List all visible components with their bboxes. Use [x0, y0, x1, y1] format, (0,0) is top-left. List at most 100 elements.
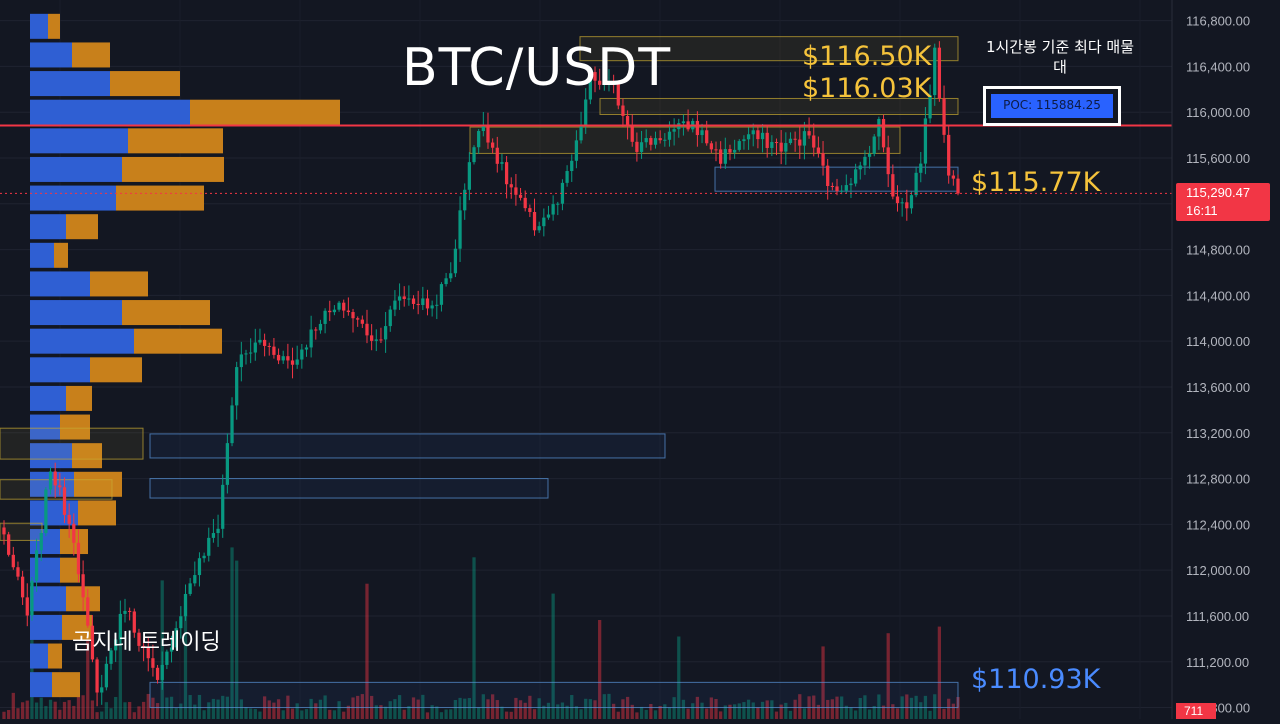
volume-bar	[719, 711, 723, 719]
candle-body	[574, 140, 579, 161]
candle-body	[421, 298, 425, 306]
volume-bar	[867, 709, 872, 719]
candle-body	[886, 147, 890, 175]
profile-bar-buy	[30, 529, 60, 555]
volume-bar	[849, 707, 853, 719]
candle-body	[351, 312, 355, 319]
volume-bar	[546, 702, 551, 719]
candle-body	[90, 625, 95, 660]
volume-bar	[886, 633, 890, 719]
volume-bar	[295, 703, 299, 719]
candle-body	[588, 72, 592, 100]
volume-bar	[877, 694, 881, 719]
candle-body	[705, 130, 709, 144]
candle-body	[100, 687, 104, 693]
volume-bar	[95, 712, 99, 719]
candle-body	[812, 135, 816, 148]
candle-body	[895, 196, 900, 204]
volume-bar	[691, 703, 695, 719]
candle-body	[630, 126, 634, 142]
candle-body	[672, 129, 676, 132]
volume-bar	[360, 694, 364, 719]
volume-bar	[737, 703, 741, 719]
volume-bar	[495, 700, 499, 719]
profile-bar-buy	[30, 328, 134, 354]
candle-body	[244, 353, 248, 355]
candle-body	[249, 352, 253, 354]
candle-body	[458, 210, 462, 249]
candle-body	[165, 651, 169, 665]
candle-body	[7, 534, 11, 555]
candle-body	[491, 142, 495, 148]
volume-bar	[25, 700, 29, 719]
candle-body	[551, 204, 555, 215]
volume-bar	[681, 699, 686, 719]
candle-body	[407, 298, 411, 300]
candle-body	[742, 139, 746, 142]
brand-watermark: 곰지네 트레이딩	[72, 630, 221, 655]
volume-bar	[249, 708, 253, 719]
profile-bar-buy	[30, 500, 78, 526]
profile-bar-sell	[134, 328, 222, 354]
volume-bar	[672, 697, 676, 719]
candle-body	[155, 667, 160, 680]
candle-body	[723, 149, 727, 164]
candle-body	[714, 149, 718, 151]
volume-bar	[598, 620, 602, 719]
candle-body	[62, 487, 67, 515]
candle-body	[951, 175, 955, 179]
candle-body	[258, 339, 262, 343]
volume-bar	[435, 706, 439, 719]
volume-bar	[486, 699, 490, 719]
candle-body	[653, 138, 658, 145]
volume-bar	[188, 695, 192, 719]
volume-bar	[439, 712, 444, 719]
volume-bar	[7, 710, 11, 719]
candle-body	[644, 138, 648, 143]
candle-body	[663, 139, 667, 141]
volume-bar	[109, 708, 113, 719]
profile-bar-sell	[60, 414, 90, 440]
candle-body	[821, 153, 825, 166]
volume-bar	[337, 701, 341, 719]
volume-bar	[532, 709, 537, 719]
y-tick-label: 113,600.00	[1186, 380, 1250, 395]
candle-body	[602, 81, 606, 85]
candle-body	[746, 134, 751, 140]
volume-bar	[425, 712, 430, 719]
candle-body	[388, 309, 392, 327]
y-tick-label: 116,400.00	[1186, 59, 1250, 74]
volume-bar	[44, 706, 48, 719]
candle-body	[230, 405, 234, 444]
candle-body	[276, 354, 281, 361]
volume-bar	[556, 704, 560, 719]
profile-bar-sell	[66, 385, 92, 411]
volume-bar	[928, 710, 932, 719]
candle-body	[20, 576, 25, 598]
volume-bar	[537, 698, 541, 719]
volume-bar	[639, 706, 644, 719]
volume-bar	[179, 703, 183, 719]
y-tick-label: 116,000.00	[1186, 105, 1250, 120]
volume-bar	[34, 702, 39, 719]
candle-body	[95, 659, 99, 693]
candle-body	[504, 162, 509, 185]
volume-bar	[500, 706, 504, 719]
candle-body	[565, 171, 569, 183]
volume-bar	[76, 695, 81, 719]
candle-body	[262, 339, 267, 346]
candle-body	[649, 138, 653, 145]
volume-bar	[477, 707, 481, 719]
volume-bar	[411, 697, 416, 719]
candle-body	[48, 471, 53, 490]
candle-body	[346, 310, 350, 313]
candle-body	[118, 613, 122, 640]
candle-body	[402, 296, 406, 299]
y-tick-label: 112,000.00	[1186, 563, 1250, 578]
support-zone	[149, 433, 666, 459]
candle-body	[435, 304, 439, 306]
volume-bar	[667, 707, 672, 719]
profile-bar-buy	[30, 586, 66, 612]
volume-bar	[593, 700, 597, 719]
